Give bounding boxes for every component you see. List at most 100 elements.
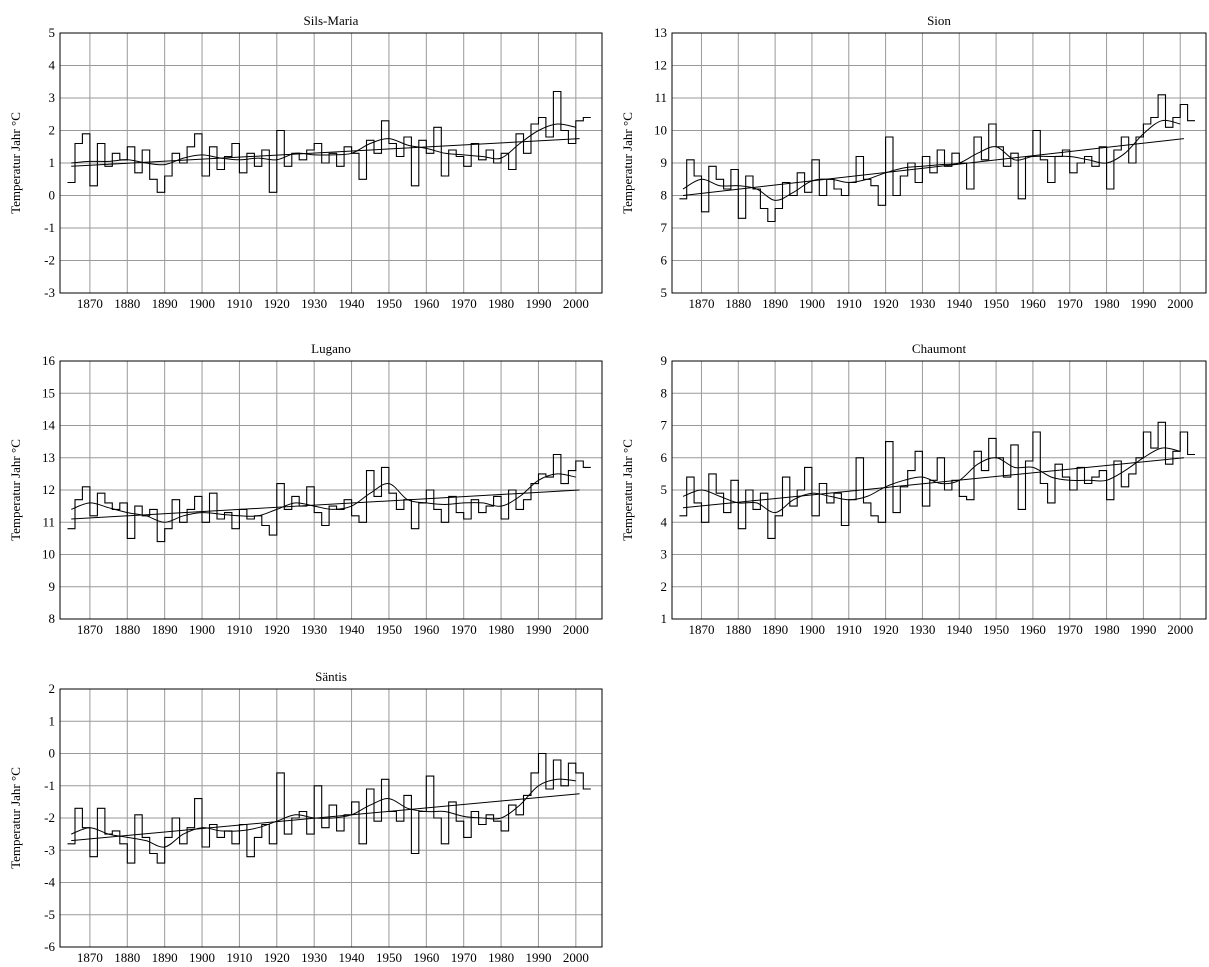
- x-tick-label: 1870: [77, 622, 103, 637]
- y-tick-label: -4: [44, 875, 55, 890]
- y-tick-label: 1: [49, 713, 56, 728]
- y-axis-label: Temperatur Jahr °C: [620, 439, 635, 541]
- plot-frame: [59, 32, 603, 294]
- x-tick-label: 1920: [264, 950, 290, 965]
- x-tick-label: 2000: [563, 950, 589, 965]
- x-tick-label: 1940: [339, 622, 365, 637]
- y-tick-label: 2: [49, 681, 56, 696]
- x-tick-label: 1870: [77, 296, 103, 311]
- y-tick-label: 6: [661, 253, 668, 268]
- x-tick-label: 1940: [339, 950, 365, 965]
- y-tick-label: 12: [654, 58, 667, 73]
- plot-frame: [671, 360, 1207, 620]
- x-tick-label: 1880: [114, 296, 140, 311]
- x-tick-label: 1890: [152, 622, 178, 637]
- y-axis-label: Temperatur Jahr °C: [620, 112, 635, 214]
- y-tick-label: 7: [661, 220, 668, 235]
- y-tick-label: 3: [49, 90, 56, 105]
- y-axis-label: Temperatur Jahr °C: [8, 439, 23, 541]
- y-tick-label: -1: [44, 778, 55, 793]
- x-tick-label: 1960: [1020, 296, 1046, 311]
- x-tick-label: 1910: [226, 622, 252, 637]
- chart-panel-2: 1870 1880 1890 1900 1910 1920 1930 1940 1950 1960…: [8, 341, 603, 637]
- x-tick-label: 1940: [946, 622, 972, 637]
- y-tick-label: 4: [661, 514, 668, 529]
- plot-frame: [59, 688, 603, 948]
- x-tick-label: 1960: [413, 622, 439, 637]
- x-tick-label: 1940: [946, 296, 972, 311]
- chart-panel-3: 1870 1880 1890 1900 1910 1920 1930 1940 1950 1960…: [620, 341, 1207, 637]
- y-tick-label: 15: [42, 385, 55, 400]
- x-tick-label: 1900: [189, 622, 215, 637]
- x-tick-label: 1990: [1130, 622, 1156, 637]
- x-tick-label: 1930: [909, 296, 935, 311]
- x-tick-label: 1890: [762, 296, 788, 311]
- y-tick-label: -6: [44, 939, 55, 954]
- series-step-line: [679, 94, 1195, 223]
- x-tick-label: 1900: [189, 296, 215, 311]
- x-tick-label: 1930: [301, 622, 327, 637]
- y-tick-label: 10: [42, 547, 55, 562]
- x-tick-label: 1910: [836, 296, 862, 311]
- y-tick-label: -3: [44, 285, 55, 300]
- x-tick-label: 1890: [762, 622, 788, 637]
- series-step-line: [67, 90, 591, 193]
- x-tick-label: 1970: [1057, 296, 1083, 311]
- y-tick-label: 9: [661, 155, 668, 170]
- series-trend-line: [71, 489, 580, 520]
- series-smooth-line: [71, 123, 576, 166]
- x-tick-label: 1870: [77, 950, 103, 965]
- x-tick-label: 1970: [451, 950, 477, 965]
- x-tick-label: 1980: [488, 622, 514, 637]
- x-tick-label: 1990: [1130, 296, 1156, 311]
- y-axis-label: Temperatur Jahr °C: [8, 112, 23, 214]
- y-tick-label: 5: [661, 285, 668, 300]
- x-tick-label: 2000: [563, 296, 589, 311]
- x-tick-label: 1900: [799, 296, 825, 311]
- x-tick-label: 1960: [1020, 622, 1046, 637]
- y-tick-label: -2: [44, 810, 55, 825]
- y-tick-label: 16: [42, 353, 56, 368]
- x-tick-label: 1930: [301, 950, 327, 965]
- x-tick-label: 1930: [909, 622, 935, 637]
- series-trend-line: [682, 457, 1184, 509]
- x-tick-label: 1910: [226, 296, 252, 311]
- x-tick-label: 1870: [688, 622, 714, 637]
- y-tick-label: 1: [49, 155, 56, 170]
- x-tick-label: 1970: [451, 296, 477, 311]
- chart-panel-4: 1870 1880 1890 1900 1910 1920 1930 1940 1950 1960…: [8, 669, 603, 965]
- x-tick-label: 1880: [725, 622, 751, 637]
- y-tick-label: -3: [44, 842, 55, 857]
- y-tick-label: 12: [42, 482, 55, 497]
- y-tick-label: 9: [661, 353, 668, 368]
- x-tick-label: 1870: [688, 296, 714, 311]
- x-tick-label: 1980: [1094, 622, 1120, 637]
- y-tick-label: 2: [49, 123, 56, 138]
- x-tick-label: 1940: [339, 296, 365, 311]
- x-tick-label: 1920: [873, 296, 899, 311]
- y-tick-label: 6: [661, 450, 668, 465]
- x-tick-label: 1950: [376, 950, 402, 965]
- x-tick-label: 1960: [413, 950, 439, 965]
- series-smooth-line: [682, 119, 1181, 201]
- x-tick-label: 1950: [376, 296, 402, 311]
- x-tick-label: 1980: [488, 950, 514, 965]
- x-tick-label: 1980: [488, 296, 514, 311]
- x-tick-label: 1910: [226, 950, 252, 965]
- y-tick-label: 8: [49, 611, 56, 626]
- x-tick-label: 2000: [1167, 622, 1193, 637]
- x-tick-label: 1980: [1094, 296, 1120, 311]
- y-tick-label: 8: [661, 188, 668, 203]
- y-tick-label: 1: [661, 611, 668, 626]
- x-tick-label: 1990: [525, 296, 551, 311]
- plot-frame: [59, 360, 603, 620]
- x-tick-label: 1990: [525, 950, 551, 965]
- y-axis-label: Temperatur Jahr °C: [8, 767, 23, 869]
- chart-title: Lugano: [311, 341, 351, 356]
- series-trend-line: [71, 793, 580, 842]
- y-tick-label: 0: [49, 188, 56, 203]
- x-tick-label: 1920: [264, 296, 290, 311]
- y-tick-label: 11: [42, 514, 55, 529]
- y-tick-label: 14: [42, 418, 56, 433]
